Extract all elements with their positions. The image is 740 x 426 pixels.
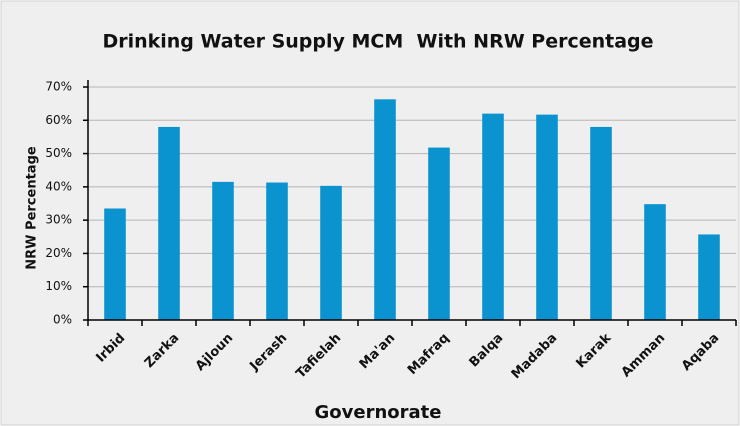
bar	[590, 126, 612, 320]
y-tick-label: 0%	[53, 313, 72, 327]
y-axis-title: NRW Percentage	[25, 146, 40, 270]
bar	[374, 99, 396, 321]
bar	[266, 182, 288, 320]
y-tick-label: 50%	[45, 146, 72, 160]
bar	[698, 234, 720, 320]
bar	[158, 126, 180, 320]
x-axis-title: Governorate	[315, 402, 442, 423]
y-tick-label: 40%	[45, 179, 72, 193]
y-tick-label: 20%	[45, 246, 72, 260]
y-tick-label: 70%	[45, 80, 72, 94]
bar	[104, 208, 126, 320]
bar	[428, 147, 450, 320]
y-tick-label: 60%	[45, 113, 72, 127]
y-tick-label: 10%	[45, 279, 72, 293]
y-tick-label: 30%	[45, 213, 72, 227]
bar	[482, 113, 504, 320]
bar	[644, 204, 666, 320]
chart-title: Drinking Water Supply MCM With NRW Perce…	[102, 31, 653, 53]
bar	[212, 181, 234, 320]
bar	[536, 114, 558, 321]
bar	[320, 185, 342, 320]
